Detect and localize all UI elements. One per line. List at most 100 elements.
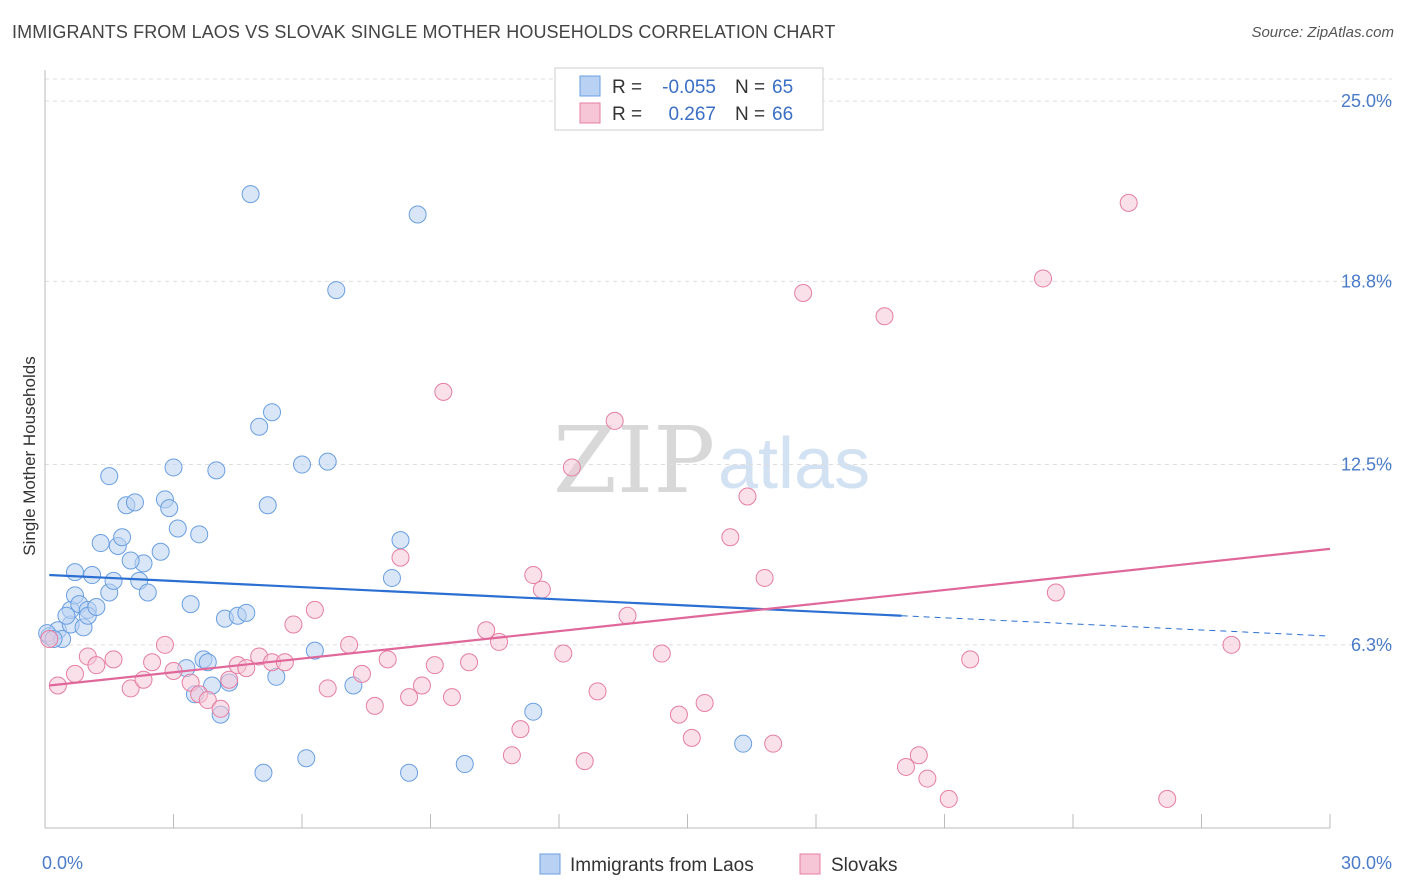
scatter-point — [511, 720, 530, 739]
scatter-point — [40, 630, 59, 648]
scatter-point — [1034, 269, 1053, 288]
source-label: Source: ZipAtlas.com — [1251, 24, 1394, 41]
scatter-point — [121, 679, 140, 698]
scatter-point — [391, 548, 410, 567]
scatter-point — [382, 568, 401, 587]
scatter-point — [220, 670, 239, 689]
scatter-point — [198, 653, 217, 672]
legend-r-label-laos: R = — [612, 77, 642, 98]
scatter-point — [939, 789, 958, 808]
scatter-point — [327, 281, 346, 300]
scatter-point — [764, 734, 783, 753]
scatter-point — [918, 769, 937, 788]
scatter-point — [318, 679, 337, 698]
scatter-point — [160, 499, 179, 518]
scatter-point — [284, 615, 303, 634]
scatter-point — [365, 696, 384, 715]
legend-n-label-laos: N = — [735, 77, 765, 98]
legend-n-value-laos: 65 — [772, 77, 793, 98]
scatter-point — [113, 528, 132, 547]
scatter-point — [425, 656, 444, 675]
legend-n-label-slovak: N = — [735, 104, 765, 125]
y-tick-label: 12.5% — [1341, 455, 1392, 475]
scatter-point — [738, 487, 757, 506]
legend-swatch-slovak — [579, 102, 601, 124]
scatter-point — [190, 525, 209, 544]
scatter-point — [1046, 583, 1065, 602]
series-slovak-points — [40, 193, 1241, 808]
scatter-point — [695, 693, 714, 712]
scatter-point — [588, 682, 607, 701]
y-tick-label: 6.3% — [1351, 635, 1392, 655]
scatter-point — [524, 566, 543, 585]
scatter-point — [57, 606, 76, 625]
scatter-point — [104, 571, 123, 590]
x-tick-label: 0.0% — [42, 853, 83, 873]
scatter-point — [554, 644, 573, 663]
trend-line — [49, 573, 902, 617]
trend-lines — [49, 547, 1331, 687]
scatter-point — [669, 705, 688, 724]
scatter-point — [258, 496, 277, 515]
scatter-point — [164, 458, 183, 477]
scatter-point — [455, 755, 474, 774]
scatter-point — [460, 653, 479, 672]
correlation-legend: R = -0.055 N = 65 R = 0.267 N = 66 — [554, 67, 824, 131]
scatter-point — [652, 644, 671, 663]
scatter-point — [207, 461, 226, 480]
scatter-point — [91, 534, 110, 553]
scatter-point — [412, 676, 431, 695]
scatter-point — [293, 455, 311, 474]
scatter-point — [909, 746, 928, 765]
scatter-point — [755, 568, 774, 587]
scatter-point — [87, 656, 106, 675]
scatter-point — [875, 307, 894, 326]
scatter-point — [961, 650, 980, 669]
scatter-point — [151, 542, 170, 561]
scatter-point — [400, 688, 419, 707]
legend-r-value-laos: -0.055 — [662, 77, 716, 98]
watermark-zip: ZIP — [553, 407, 715, 514]
scatter-point — [734, 734, 753, 753]
scatter-point — [400, 763, 419, 782]
scatter-point — [408, 205, 427, 224]
legend-swatch-laos — [579, 75, 601, 97]
scatter-point — [352, 664, 371, 683]
scatter-point — [241, 185, 260, 204]
scatter-point — [104, 650, 123, 669]
scatter-point — [1119, 193, 1138, 212]
trend-line — [49, 547, 1331, 687]
scatter-point — [65, 563, 84, 582]
scatter-point — [575, 752, 594, 771]
series-legend: Immigrants from Laos Slovaks — [539, 853, 898, 876]
x-axis-tick-labels: 0.0% 30.0% — [42, 853, 1392, 873]
scatter-point — [125, 493, 144, 512]
scatter-point — [896, 757, 915, 776]
y-tick-label: 25.0% — [1341, 91, 1392, 111]
gridlines — [45, 78, 1392, 646]
scatter-point — [263, 403, 282, 422]
scatter-point — [305, 641, 324, 660]
scatter-point — [721, 528, 740, 547]
x-axis-ticks — [44, 814, 1331, 828]
scatter-point — [434, 382, 453, 401]
scatter-point — [138, 583, 157, 602]
scatter-point — [181, 595, 200, 614]
scatter-point — [562, 458, 581, 477]
y-tick-label: 18.8% — [1341, 271, 1392, 291]
bottom-legend-swatch-slovak — [799, 853, 821, 875]
scatter-point — [143, 653, 162, 672]
scatter-point — [275, 653, 294, 672]
scatter-point — [532, 580, 551, 599]
legend-r-label-slovak: R = — [612, 104, 642, 125]
scatter-point — [1222, 635, 1241, 654]
scatter-point — [297, 749, 316, 768]
watermark: ZIP atlas — [553, 407, 870, 514]
scatter-point — [211, 699, 230, 718]
bottom-legend-label-slovak: Slovaks — [831, 855, 898, 876]
scatter-point — [682, 728, 701, 747]
scatter-point — [83, 566, 102, 585]
scatter-point — [318, 452, 337, 471]
scatter-point — [391, 531, 410, 550]
